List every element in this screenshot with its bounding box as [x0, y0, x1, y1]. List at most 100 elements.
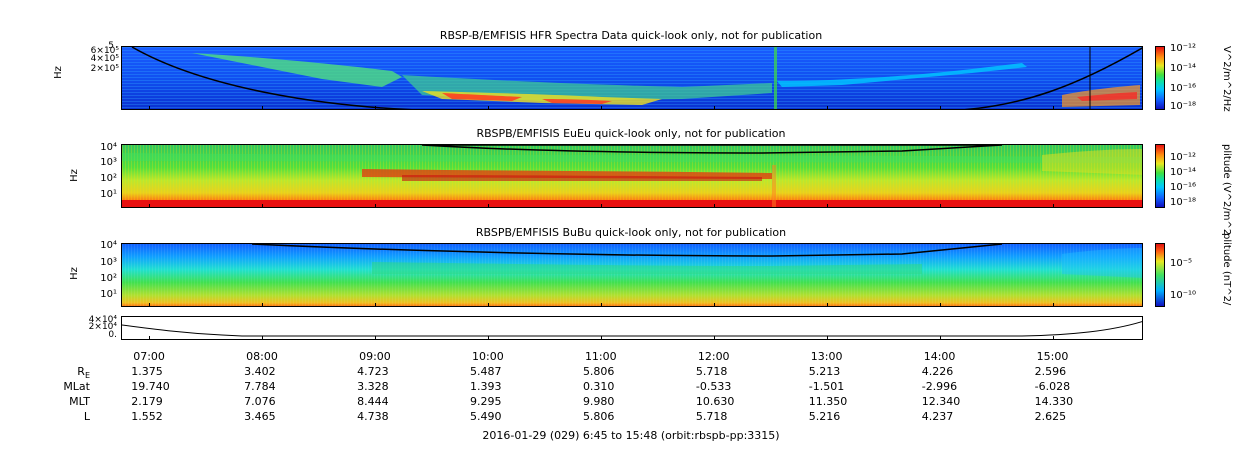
- ephemeris-cell-l: 5.490: [470, 410, 502, 423]
- panel3-colorbar: [1155, 243, 1165, 307]
- ephemeris-cell-re: 4.226: [921, 365, 954, 378]
- x-tick-mark: [600, 106, 602, 110]
- x-tick-mark: [149, 336, 151, 340]
- panel1-ytick: 6×10⁵: [90, 46, 119, 56]
- hfr-spectrogram: [121, 46, 1143, 110]
- ephemeris-cell-l: 5.718: [695, 410, 728, 423]
- bubu-spectrogram: [121, 243, 1143, 307]
- ephemeris-cell-l: 2.625: [1034, 410, 1067, 423]
- altitude-line: [122, 321, 1142, 337]
- panel2-title: RBSPB/EMFISIS EuEu quick-look only, not …: [476, 127, 786, 140]
- ephemeris-cell-re: 4.723: [357, 365, 389, 378]
- panel3-cbar-tick: 10⁻¹⁰: [1170, 290, 1197, 301]
- x-tick-mark: [713, 336, 715, 340]
- x-tick-mark: [262, 336, 264, 340]
- x-tick-mark: [375, 204, 377, 208]
- ephemeris-cell-l: 5.806: [582, 410, 615, 423]
- hfr-spectrogram-image: [122, 47, 1142, 109]
- panel1-cbar-tick: 10⁻¹²: [1170, 43, 1197, 54]
- x-tick-mark: [939, 303, 941, 307]
- panel1-ylabel: Hz: [52, 66, 64, 79]
- x-tick-label: 09:00: [359, 350, 391, 363]
- x-tick-mark: [939, 336, 941, 340]
- panel2-cbar-tick: 10⁻¹²: [1170, 152, 1197, 163]
- eueu-spectrogram: [121, 144, 1143, 208]
- ephemeris-cell-l: 1.552: [131, 410, 163, 423]
- row-label-re: RE: [77, 365, 90, 381]
- x-tick-mark: [488, 204, 490, 208]
- panel2-cbar-label: plitude (V^2/m^2: [1221, 144, 1232, 236]
- x-tick-mark: [1052, 106, 1054, 110]
- x-tick-mark: [488, 106, 490, 110]
- footer-time-range: 2016-01-29 (029) 6:45 to 15:48 (orbit:rb…: [482, 429, 780, 442]
- ephemeris-cell-re: 5.213: [808, 365, 841, 378]
- x-tick-mark: [600, 303, 602, 307]
- ephemeris-cell-mlat: -0.533: [695, 380, 732, 393]
- altitude-line-panel: [121, 316, 1143, 340]
- ephemeris-cell-re: 3.402: [244, 365, 276, 378]
- line-panel-ytick: 0.: [108, 330, 117, 340]
- panel3-ytick: 10⁴: [100, 240, 117, 251]
- x-tick-label: 13:00: [810, 350, 843, 363]
- panel1-colorbar: [1155, 46, 1165, 110]
- x-tick-label: 11:00: [584, 350, 617, 363]
- bubu-spectrogram-image: [122, 244, 1142, 306]
- panel1-cbar-tick: 10⁻¹⁴: [1170, 63, 1197, 74]
- ephemeris-cell-mlat: -6.028: [1034, 380, 1071, 393]
- ephemeris-cell-l: 3.465: [244, 410, 276, 423]
- panel2-cbar-tick: 10⁻¹⁸: [1170, 197, 1197, 208]
- x-tick-mark: [939, 106, 941, 110]
- row-label-l: L: [83, 410, 90, 423]
- panel3-ytick: 10¹: [100, 289, 117, 300]
- panel3-ytick: 10²: [100, 273, 117, 284]
- panel3-cbar-label: plitude (nT^2/: [1221, 233, 1232, 306]
- panel3-ylabel: Hz: [68, 267, 80, 280]
- ephemeris-cell-mlt: 7.076: [244, 395, 276, 408]
- x-tick-mark: [375, 303, 377, 307]
- eueu-spectrogram-image: [122, 145, 1142, 207]
- ephemeris-cell-mlat: 3.328: [357, 380, 389, 393]
- ephemeris-cell-mlt: 9.980: [582, 395, 615, 408]
- panel2-colorbar: [1155, 144, 1165, 208]
- x-tick-mark: [149, 204, 151, 208]
- panel2-ytick: 10²: [100, 173, 117, 184]
- ephemeris-cell-re: 5.806: [582, 365, 615, 378]
- x-tick-label: 10:00: [472, 350, 504, 363]
- ephemeris-cell-re: 1.375: [131, 365, 163, 378]
- x-tick-mark: [1052, 204, 1054, 208]
- x-tick-mark: [826, 106, 828, 110]
- ephemeris-cell-mlat: -1.501: [808, 380, 845, 393]
- x-tick-mark: [939, 204, 941, 208]
- panel2-ylabel: Hz: [68, 169, 80, 182]
- ephemeris-cell-re: 2.596: [1034, 365, 1067, 378]
- x-tick-mark: [149, 303, 151, 307]
- x-tick-mark: [1052, 303, 1054, 307]
- ephemeris-cell-mlat: 7.784: [244, 380, 276, 393]
- line-panel-ytick: 2×10⁴: [88, 322, 117, 332]
- x-tick-mark: [600, 204, 602, 208]
- panel1-cbar-label: V^2/m^2/Hz: [1221, 46, 1232, 112]
- ephemeris-cell-mlat: 1.393: [470, 380, 502, 393]
- ephemeris-cell-re: 5.718: [695, 365, 728, 378]
- x-tick-mark: [488, 303, 490, 307]
- panel2-ytick: 10¹: [100, 189, 117, 200]
- panel3-ytick: 10³: [100, 257, 117, 268]
- x-tick-mark: [262, 106, 264, 110]
- ephemeris-cell-mlat: -2.996: [921, 380, 958, 393]
- ephemeris-cell-re: 5.487: [470, 365, 502, 378]
- panel1-cbar-tick: 10⁻¹⁸: [1170, 101, 1197, 112]
- panel3-cbar-tick: 10⁻⁵: [1170, 258, 1193, 269]
- panel2-ytick: 10³: [100, 157, 117, 168]
- x-tick-mark: [826, 204, 828, 208]
- row-label-mlat: MLat: [63, 380, 90, 393]
- x-tick-mark: [713, 204, 715, 208]
- x-tick-mark: [149, 106, 151, 110]
- x-tick-label: 15:00: [1036, 350, 1069, 363]
- ephemeris-cell-l: 5.216: [808, 410, 841, 423]
- panel2-ytick: 10⁴: [100, 142, 117, 153]
- x-tick-mark: [713, 303, 715, 307]
- panel2-cbar-tick: 10⁻¹⁶: [1170, 182, 1197, 193]
- ephemeris-cell-mlt: 2.179: [131, 395, 163, 408]
- ephemeris-cell-mlt: 10.630: [695, 395, 735, 408]
- x-tick-label: 08:00: [246, 350, 278, 363]
